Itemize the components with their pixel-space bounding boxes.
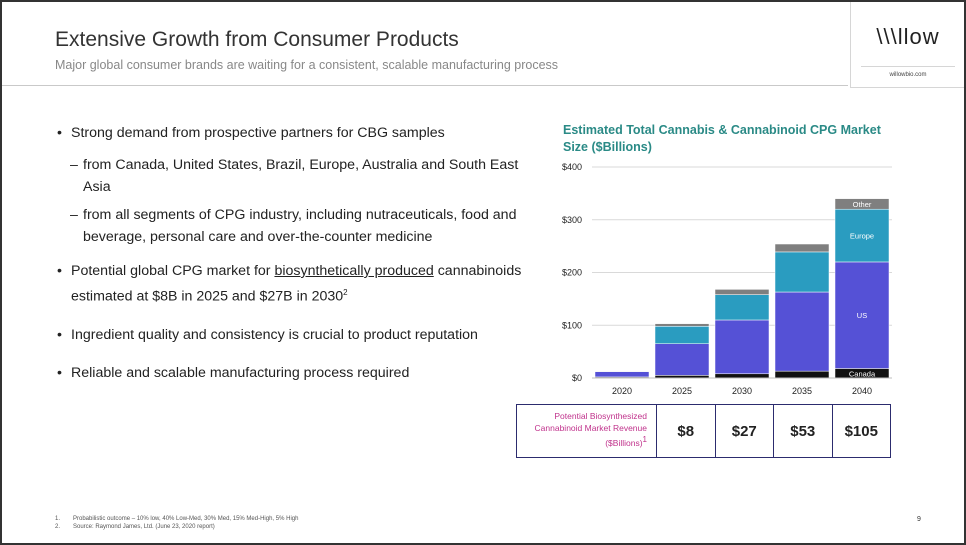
underlined-text: biosynthetically produced <box>274 263 434 279</box>
bar-segment-canada <box>774 370 830 379</box>
bar-segment-other <box>834 198 890 210</box>
x-tick-label: 2025 <box>672 386 692 396</box>
dash-marker: – <box>70 207 78 223</box>
logo-divider <box>861 66 955 67</box>
bullet-text: Reliable and scalable manufacturing proc… <box>71 364 410 381</box>
y-tick-label: $100 <box>562 320 582 330</box>
revenue-value-2040: $105 <box>844 422 878 440</box>
y-tick-label: $200 <box>562 268 582 278</box>
footnote-text: Source: Raymond James, Ltd. (June 23, 20… <box>73 524 215 530</box>
bar-segment-other <box>774 243 830 253</box>
footnotes: 1. Probabilistic outcome – 10% low, 40% L… <box>55 515 298 531</box>
page-number: 9 <box>917 516 921 523</box>
company-logo: \\\llow <box>876 24 940 49</box>
bullet-list: Strong demand from prospective partners … <box>57 122 527 400</box>
sub-bullet-text: from Canada, United States, Brazil, Euro… <box>83 157 519 195</box>
bullet-text: Ingredient quality and consistency is cr… <box>71 326 478 343</box>
x-tick-label: 2040 <box>852 386 872 396</box>
company-url: willowbio.com <box>889 72 927 78</box>
segment-label: Canada <box>849 369 876 378</box>
sub-bullet-text: from all segments of CPG industry, inclu… <box>83 207 517 245</box>
market-size-chart: $0 $100 $200 $300 $400 2020 2025 2030 2035 Canada… <box>562 162 892 396</box>
slide-subtitle: Major global consumer brands are waiting… <box>55 58 559 72</box>
x-tick-label: 2020 <box>612 386 632 396</box>
chart-title: Estimated Total Cannabis & Cannabinoid C… <box>563 123 881 154</box>
y-tick-label: $400 <box>562 162 582 172</box>
revenue-label-line: Cannabinoid Market Revenue <box>534 422 647 433</box>
bar-segment-other <box>594 370 650 372</box>
bar-segment-canada <box>714 373 770 379</box>
footnote-ref: 2 <box>343 288 348 297</box>
bar-segment-us <box>714 319 770 375</box>
bar-segment-other <box>714 289 770 295</box>
bullet-text: cannabinoids estimated at $8B in 2025 an… <box>71 263 522 305</box>
sub-bullet-item: – from all segments of CPG industry, incl… <box>57 204 527 248</box>
revenue-value-2030: $27 <box>716 405 774 457</box>
bar-segment-us <box>654 343 710 376</box>
x-tick-label: 2030 <box>732 386 752 396</box>
footnote: 2. Source: Raymond James, Ltd. (June 23, … <box>55 523 298 531</box>
y-tick-label: $0 <box>572 373 582 383</box>
revenue-label-line: ($Billions)1 <box>517 434 647 449</box>
bar-segment-other <box>654 323 710 327</box>
header-divider <box>2 85 848 86</box>
footnote-number: 2. <box>55 524 61 530</box>
revenue-label-line: Potential Biosynthesized <box>554 411 647 421</box>
bar-segment-europe <box>714 294 770 321</box>
dash-marker: – <box>70 157 78 173</box>
footnote-ref: 1 <box>642 435 647 444</box>
logo-panel: \\\llow willowbio.com <box>850 2 964 88</box>
bullet-item: Strong demand from prospective partners … <box>57 122 527 144</box>
bar-segment-europe <box>774 251 830 293</box>
bullet-text: Strong demand from prospective partners … <box>71 125 445 141</box>
bar-segment-europe <box>834 208 890 263</box>
segment-label: Europe <box>850 232 874 241</box>
segment-label: Other <box>853 200 872 209</box>
bullet-item: Potential global CPG market for biosynth… <box>57 260 527 308</box>
revenue-label: Potential Biosynthesized Cannabinoid Mar… <box>517 405 657 457</box>
bullet-item: Ingredient quality and consistency is cr… <box>57 324 527 346</box>
y-tick-label: $300 <box>562 215 582 225</box>
revenue-table: Potential Biosynthesized Cannabinoid Mar… <box>516 404 891 458</box>
revenue-label-unit: ($Billions) <box>605 437 643 448</box>
bullet-item: Reliable and scalable manufacturing proc… <box>57 362 527 384</box>
bullet-text: Potential global CPG market for <box>71 263 275 279</box>
sub-bullet-item: – from Canada, United States, Brazil, Eur… <box>57 154 527 198</box>
bar-segment-us <box>834 261 890 369</box>
footnote-number: 1. <box>55 516 61 522</box>
footnote-text: Probabilistic outcome – 10% low, 40% Low… <box>73 516 299 522</box>
x-tick-label: 2035 <box>792 386 812 396</box>
bar-segment-us <box>774 291 830 372</box>
bar-segment-us <box>594 371 650 378</box>
revenue-value-2025: $8 <box>657 405 716 457</box>
segment-label: US <box>857 311 867 320</box>
revenue-value-2035: $53 <box>774 405 833 457</box>
slide-title: Extensive Growth from Consumer Products <box>55 28 459 51</box>
footnote: 1. Probabilistic outcome – 10% low, 40% L… <box>55 515 298 523</box>
bar-segment-europe <box>654 326 710 344</box>
